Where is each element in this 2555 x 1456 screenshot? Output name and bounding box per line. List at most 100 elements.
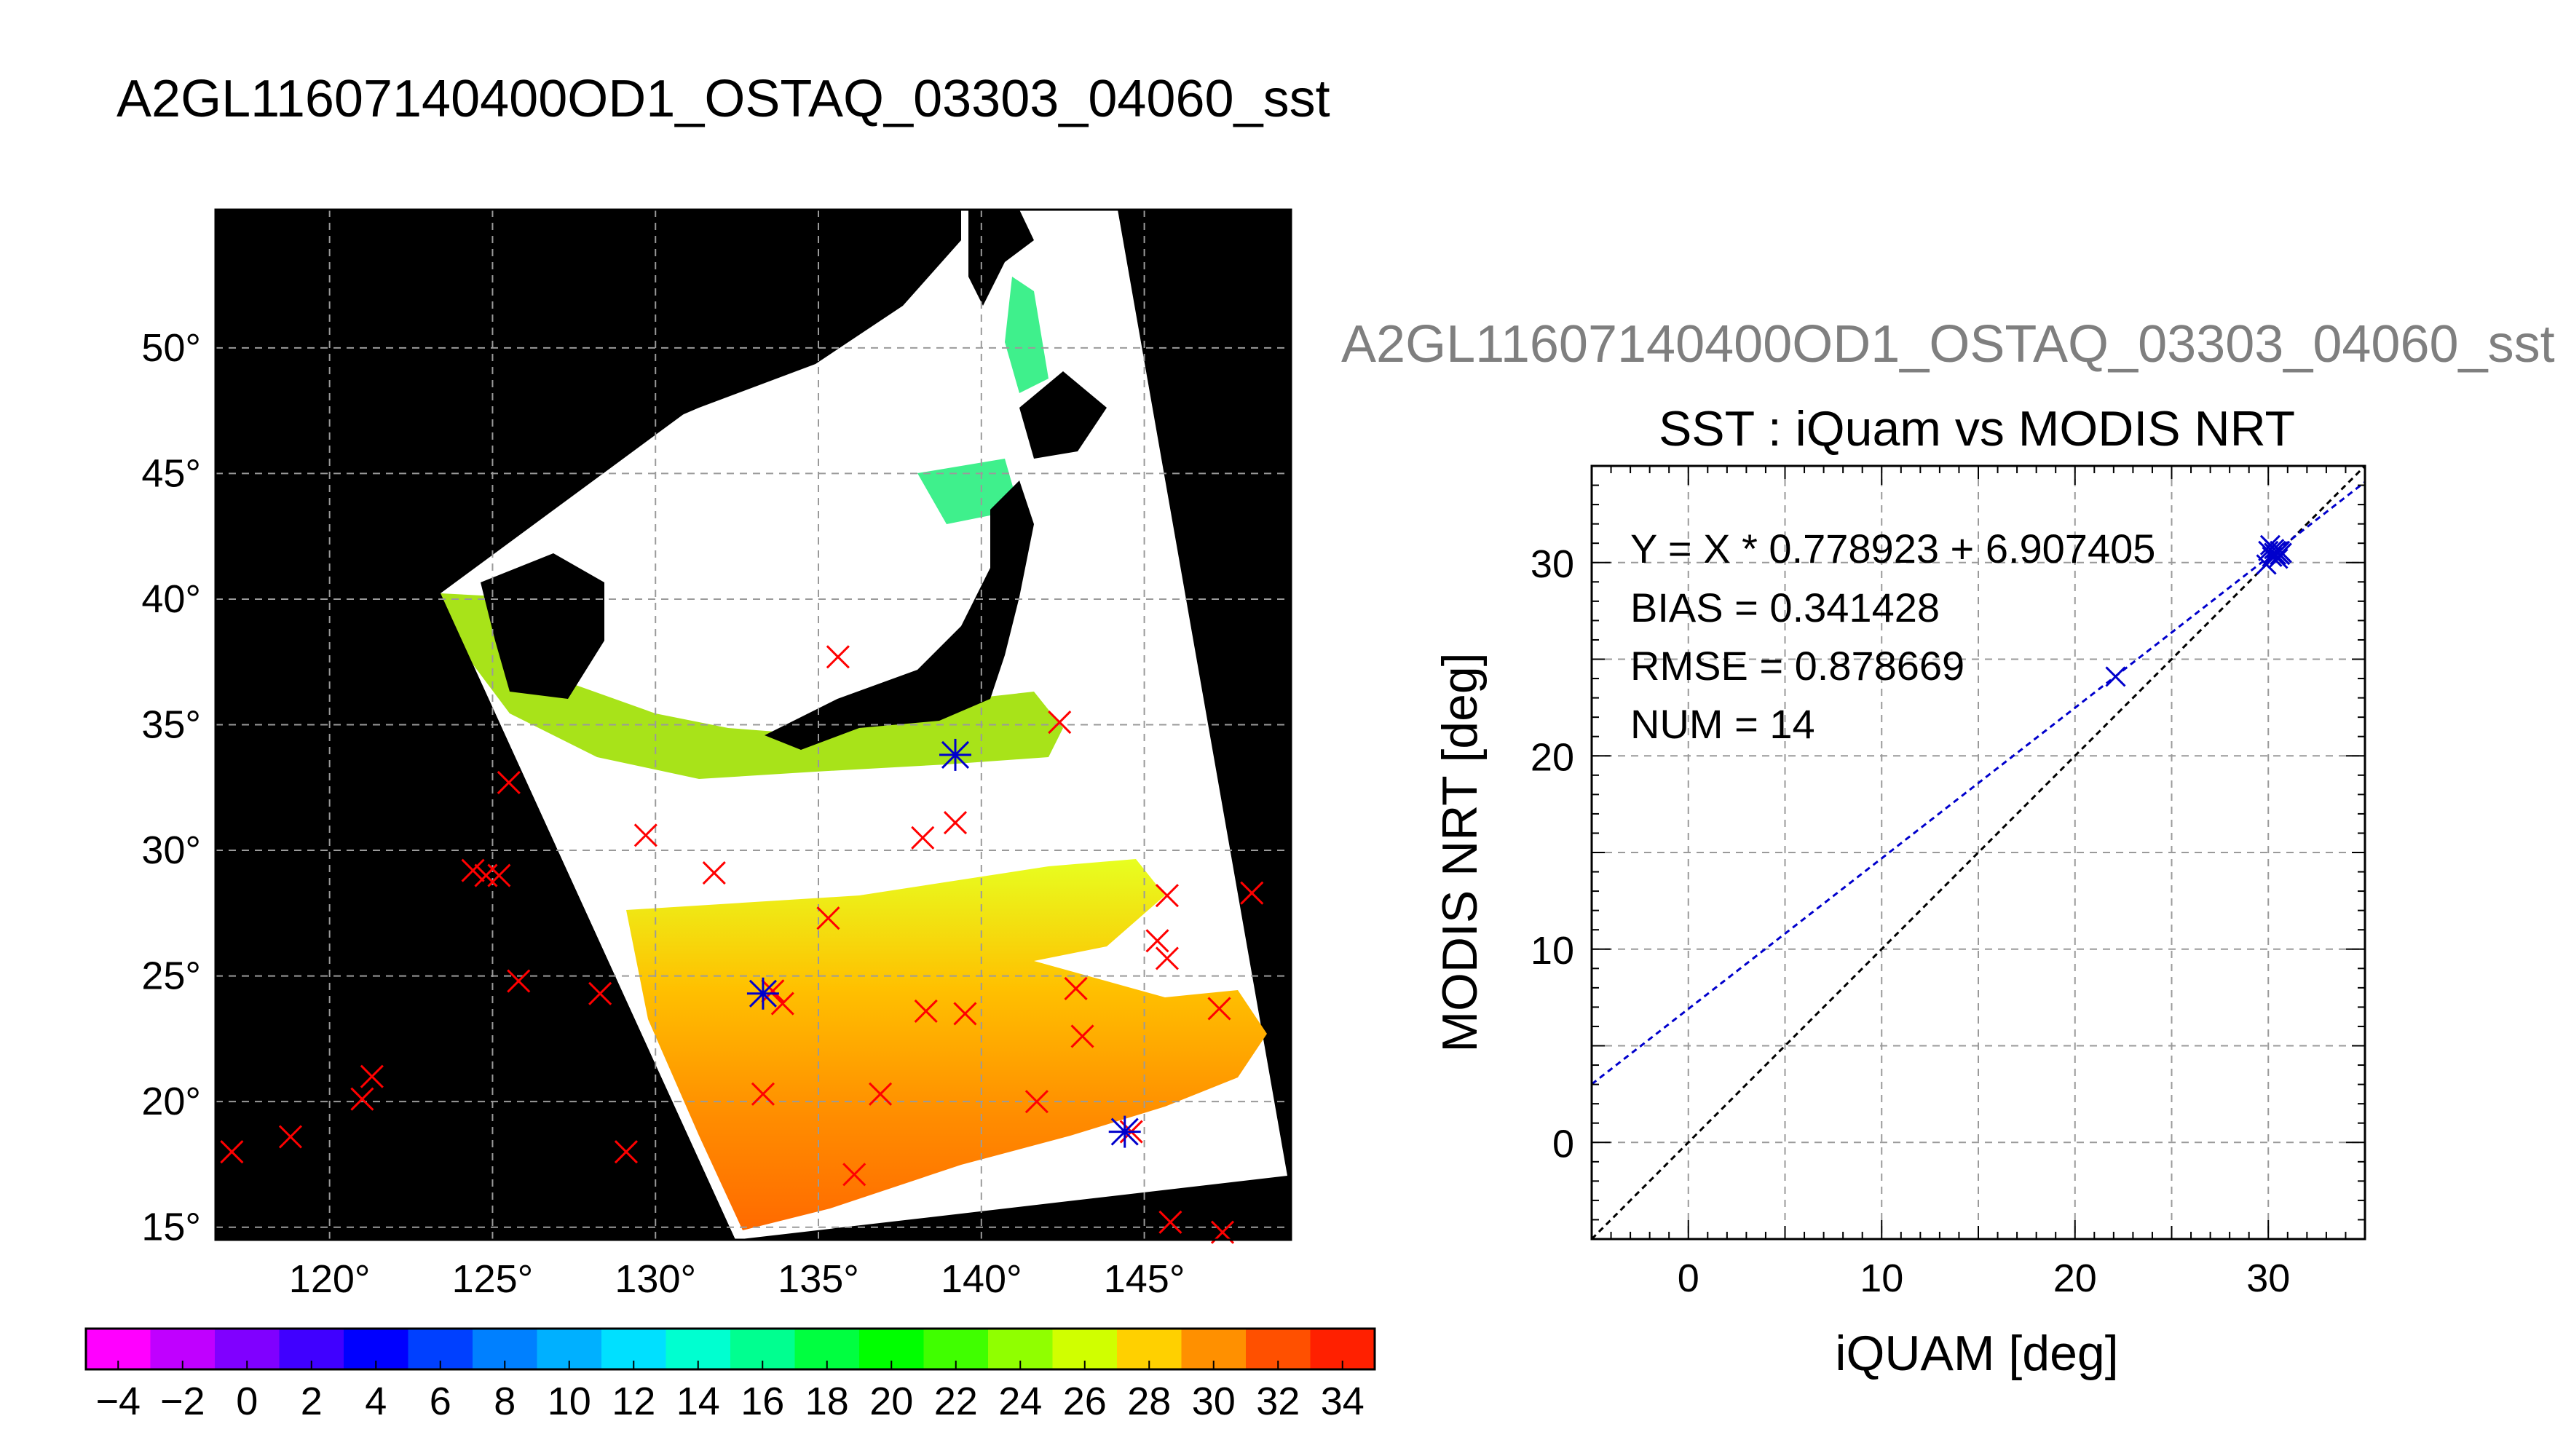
scatter-point (2267, 548, 2289, 569)
lon-tick-label: 125° (452, 1257, 534, 1301)
insitu-marker (816, 906, 840, 930)
scatter-point (2105, 666, 2126, 687)
insitu-marker (278, 1125, 303, 1149)
x-axis-label: iQUAM [deg] (1835, 1326, 2118, 1381)
bias-stat: BIAS = 0.341428 (1630, 585, 1940, 630)
lat-tick-label: 45° (141, 451, 201, 495)
insitu-marker (1155, 884, 1179, 908)
sakhalin-land (968, 210, 1034, 306)
insitu-marker (1024, 1090, 1049, 1114)
insitu-marker (507, 969, 531, 993)
insitu-marker (868, 1082, 893, 1106)
colorbar-tick-label: 18 (805, 1380, 849, 1423)
lon-tick-label: 140° (941, 1257, 1022, 1301)
matchup-marker (939, 738, 971, 771)
colorbar-tick-label: 30 (1192, 1380, 1236, 1423)
scatter-header: A2GL11607140400OD1_OSTAQ_03303_04060_sst (1341, 315, 2555, 373)
lat-tick-label: 50° (141, 326, 201, 370)
chart-title: SST : iQuam vs MODIS NRT (1659, 401, 2295, 456)
insitu-marker (842, 1163, 866, 1187)
colorbar-tick-label: 34 (1321, 1380, 1365, 1423)
colorbar-border (84, 1327, 1376, 1371)
scatter-grid (1592, 466, 2365, 1239)
insitu-marker (350, 1087, 374, 1111)
insitu-marker (220, 1140, 244, 1164)
lat-tick-label: 25° (141, 954, 201, 998)
matchup-marker (1108, 1115, 1141, 1148)
insitu-marker (953, 1002, 977, 1026)
insitu-marker (461, 858, 485, 882)
scatter-ticks: 0 10 20 30 0 10 20 30 (1531, 465, 2366, 1300)
num-stat: NUM = 14 (1630, 701, 1815, 747)
colorbar-tick-label: 0 (236, 1380, 258, 1423)
insitu-marker (1155, 946, 1179, 970)
colorbar-tick-label: 14 (676, 1380, 720, 1423)
rmse-stat: RMSE = 0.878669 (1630, 643, 1964, 689)
colorbar-tick-label: 16 (741, 1380, 784, 1423)
colorbar-tick-label: 22 (934, 1380, 978, 1423)
insitu-marker (614, 1140, 639, 1164)
identity-line (1592, 466, 2365, 1239)
plot-border (1590, 464, 2366, 1241)
insitu-marker (588, 981, 612, 1005)
fit-line (1592, 480, 2365, 1085)
y-tick-label: 20 (1531, 735, 1574, 779)
matchup-marker (746, 977, 779, 1010)
y-tick-label: 30 (1531, 542, 1574, 586)
y-axis-label: MODIS NRT [deg] (1432, 652, 1488, 1052)
sst-greenish-region (441, 593, 1063, 779)
insitu-marker (702, 861, 726, 885)
colorbar-tick-label: 12 (612, 1380, 655, 1423)
korea-land (481, 553, 604, 699)
map-border (214, 208, 1292, 1241)
insitu-marker (1240, 881, 1264, 905)
lat-tick-label: 40° (141, 577, 201, 621)
insitu-marker (1207, 997, 1231, 1021)
lon-tick-label: 145° (1104, 1257, 1185, 1301)
colorbar-tick-label: 26 (1063, 1380, 1107, 1423)
fit-equation: Y = X * 0.778923 + 6.907405 (1630, 526, 2155, 571)
insitu-marker (497, 770, 521, 794)
colorbar-tick-label: 24 (998, 1380, 1042, 1423)
map-grid (216, 210, 1291, 1240)
colorbar-tick-label: 20 (869, 1380, 913, 1423)
sst-north-region (917, 277, 1049, 524)
colorbar-tick-label: 32 (1256, 1380, 1300, 1423)
china-coast-land (216, 210, 961, 1240)
insitu-marker (751, 1082, 775, 1106)
x-tick-label: 10 (1860, 1257, 1903, 1300)
y-tick-label: 0 (1552, 1122, 1574, 1166)
lon-tick-label: 135° (778, 1257, 859, 1301)
colorbar-tick-label: −2 (160, 1380, 205, 1423)
map-lat-labels: 15° 20° 25° 30° 35° 40° 45° 50° (141, 326, 201, 1249)
scatter-point (2271, 542, 2292, 563)
insitu-marker (1064, 976, 1088, 1000)
lat-tick-label: 35° (141, 703, 201, 747)
insitu-marker (360, 1064, 384, 1088)
insitu-marker (633, 823, 657, 847)
x-tick-label: 30 (2246, 1257, 2290, 1300)
insitu-marker (1158, 1210, 1182, 1234)
lat-tick-label: 15° (141, 1206, 201, 1249)
x-tick-label: 20 (2053, 1257, 2097, 1300)
scatter-points (2105, 534, 2292, 687)
x-tick-label: 0 (1678, 1257, 1699, 1300)
colorbar-tick-label: 28 (1127, 1380, 1171, 1423)
colorbar (84, 1327, 1376, 1371)
lon-tick-label: 120° (289, 1257, 371, 1301)
insitu-marker (770, 992, 794, 1016)
insitu-marker (487, 863, 511, 887)
colorbar-tick-label: 6 (430, 1380, 451, 1423)
colorbar-tick-label: 4 (365, 1380, 387, 1423)
colorbar-labels: −4 −2 0 2 4 6 8 10 12 14 16 18 20 22 24 26 28 30 32 34 (95, 1380, 1364, 1423)
lat-tick-label: 20° (141, 1080, 201, 1123)
colorbar-tick-label: 10 (548, 1380, 591, 1423)
insitu-marker (943, 811, 968, 835)
lon-tick-label: 130° (615, 1257, 696, 1301)
map-lon-labels: 120° 125° 130° 135° 140° 145° (289, 1257, 1185, 1301)
insitu-marker (914, 999, 938, 1023)
insitu-marker (1145, 929, 1169, 953)
y-tick-label: 10 (1531, 929, 1574, 973)
